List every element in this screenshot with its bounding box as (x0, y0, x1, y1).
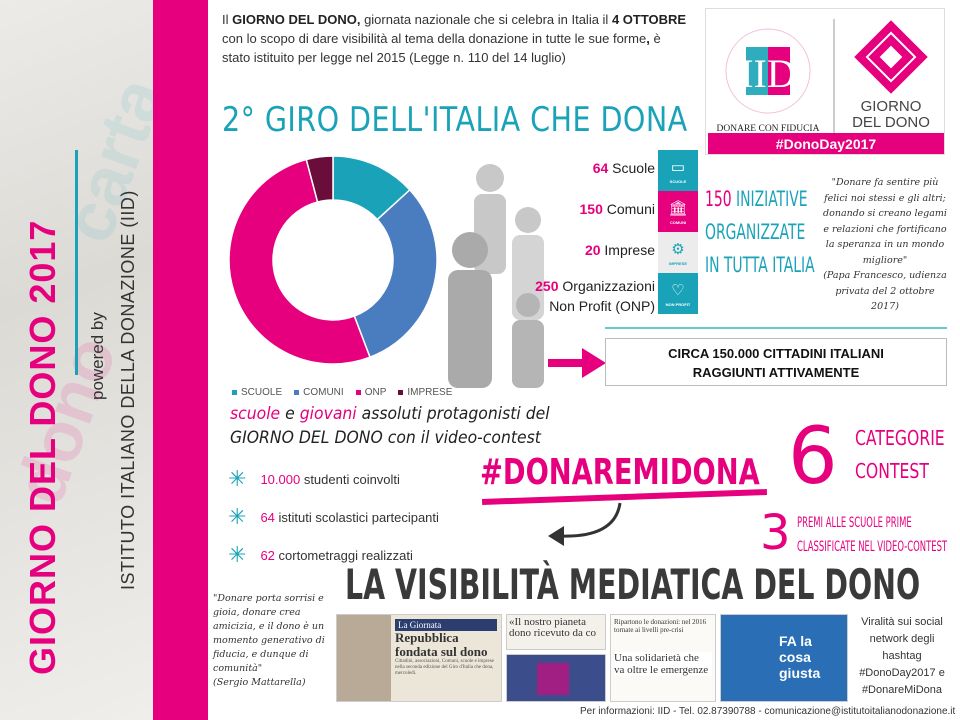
tv-screenshot: FA la cosa giusta (720, 614, 848, 702)
donut-slice-comuni (353, 188, 438, 359)
prizes-label: PREMI ALLE SCUOLE PRIME CLASSIFICATE NEL … (797, 515, 948, 555)
press-headline: Ripartono le donazioni: nel 2016 tornate… (614, 618, 707, 634)
press-headline: Una solidarietà che va oltre le emergenz… (614, 652, 712, 676)
book-icon: ▭ SCUOLE (658, 150, 698, 191)
people-icon (448, 164, 544, 388)
mattarella-quote: "Donare porta sorrisi e gioia, donare cr… (213, 593, 325, 688)
citizens-box: CIRCA 150.000 CITTADINI ITALIANI RAGGIUNT… (605, 338, 947, 386)
divider (75, 150, 78, 375)
asterisk-icon: ✳ (228, 542, 247, 567)
press-headline: Repubblica fondata sul dono (395, 630, 488, 659)
logo-giorno: GIORNO (861, 98, 922, 115)
arrow-right-icon (548, 348, 606, 378)
donut-slice-onp (228, 158, 371, 365)
press-clipping: «Il nostro pianeta dono ricevuto da co (506, 614, 606, 650)
logo-del-dono: DEL DONO (852, 114, 930, 131)
footer-contact: Per informazioni: IID - Tel. 02.87390788… (580, 706, 956, 717)
legend-item-imprese: IMPRESE (398, 387, 452, 398)
stat-comuni: 150 Comuni (579, 201, 656, 217)
chart-legend: SCUOLE COMUNI ONP IMPRESE (232, 387, 452, 398)
papa-quote: "Donare fa sentire più felici noi stessi… (823, 177, 947, 312)
iid-logo-text: IID (740, 51, 796, 96)
media-title: LA VISIBILITÀ MEDIATICA DEL DONO (345, 560, 921, 609)
donut-chart (228, 155, 438, 365)
categories-label: CATEGORIE CONTEST (855, 426, 945, 483)
divider (605, 327, 947, 329)
pink-bar (153, 0, 208, 720)
press-body: Cittadini, associazioni, Comuni, scuole … (395, 659, 494, 676)
press-kicker: La Giornata (395, 619, 497, 631)
curved-arrow-icon (548, 502, 622, 546)
legend-item-onp: ONP (355, 387, 386, 398)
institute-name: ISTITUTO ITALIANO DELLA DONAZIONE (IID) (118, 190, 138, 590)
logo-graphic: IID DONARE CON FIDUCIA GIORNO DEL DONO #… (708, 19, 944, 154)
bullet-item: ✳ 10.000 studenti coinvolti (228, 466, 400, 491)
contest-hashtag: #DONAREMIDONA (480, 452, 760, 493)
categories-number: 6 (788, 412, 838, 502)
intro-text: Il GIORNO DEL DONO, giornata nazionale c… (222, 12, 687, 65)
bullet-item: ✳ 64 istituti scolastici partecipanti (228, 504, 439, 529)
virality-text: Viralità sui social network degli hashta… (859, 616, 945, 696)
asterisk-icon: ✳ (228, 504, 247, 529)
bullet-item: ✳ 62 cortometraggi realizzati (228, 542, 413, 567)
watermark: dono (0, 326, 132, 514)
asterisk-icon: ✳ (228, 466, 247, 491)
powered-by: powered by (88, 312, 107, 400)
town-hall-icon: 🏛 COMUNI (658, 191, 698, 232)
giro-title: 2° GIRO DELL'ITALIA CHE DONA (222, 100, 688, 140)
stat-onp: 250 Organizzazioni Non Profit (ONP) (535, 278, 655, 314)
stat-scuole: 64 Scuole (592, 160, 655, 176)
press-clipping: La Giornata Repubblica fondata sul dono … (336, 614, 502, 702)
press-clipping: Ripartono le donazioni: nel 2016 tornate… (610, 614, 716, 702)
logo-motto: DONARE CON FIDUCIA (717, 124, 820, 134)
prizes-number: 3 (760, 505, 791, 561)
iniziative-text: 150 INIZIATIVE ORGANIZZATE IN TUTTA ITALIA (705, 187, 815, 277)
stat-imprese: 20 Imprese (584, 242, 655, 258)
logo-block: IID DONARE CON FIDUCIA GIORNO DEL DONO #… (705, 8, 945, 155)
dono-day-hashtag: #DonoDay2017 (776, 136, 877, 152)
legend-item-comuni: COMUNI (294, 387, 344, 398)
legend-item-scuole: SCUOLE (232, 387, 282, 398)
main-title: GIORNO DEL DONO 2017 (22, 219, 63, 675)
photo (337, 615, 391, 701)
donut-slice-imprese (305, 155, 334, 203)
gears-icon: ⚙ IMPRESE (658, 232, 698, 273)
video-contest-text: scuole e giovani assoluti protagonisti d… (230, 404, 550, 448)
tv-screenshot (506, 654, 606, 702)
heart-icon: ♡ NON PROFIT (658, 273, 698, 314)
